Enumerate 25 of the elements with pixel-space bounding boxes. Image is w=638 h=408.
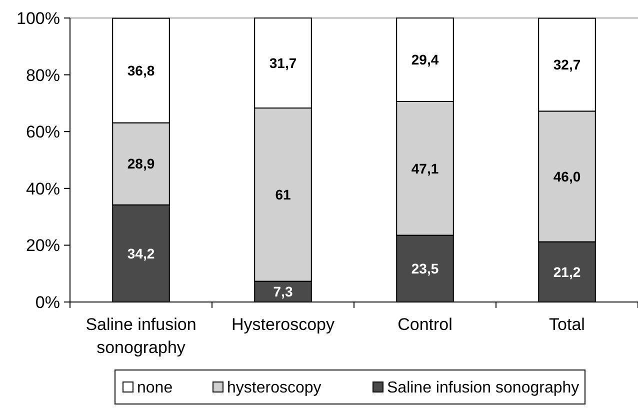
- data-label: 29,4: [411, 52, 439, 68]
- data-label: 46,0: [553, 168, 581, 184]
- y-tick-label: 0%: [35, 292, 60, 312]
- x-tick-label: Saline infusion sonography: [86, 315, 196, 357]
- y-tick-label: 80%: [26, 66, 60, 85]
- y-tick-label: 20%: [26, 236, 60, 256]
- y-tick-label: 60%: [26, 122, 60, 142]
- data-label: 32,7: [553, 56, 581, 73]
- y-tick-label: 100%: [16, 8, 60, 28]
- legend-label: none: [137, 380, 173, 397]
- y-tick-label: 40%: [26, 179, 60, 198]
- data-label: 47,1: [411, 160, 439, 176]
- legend-label: Saline infusion sonography: [387, 380, 580, 397]
- data-label: 31,7: [269, 54, 297, 71]
- data-label: 23,5: [411, 260, 439, 277]
- data-label: 61: [275, 186, 291, 203]
- data-label: 34,2: [127, 245, 155, 262]
- x-tick-label: Total: [549, 315, 585, 334]
- data-label: 21,2: [553, 264, 581, 280]
- x-tick-label: Hysteroscopy: [232, 315, 335, 334]
- data-label: 28,9: [127, 156, 155, 172]
- legend-label: hysteroscopy: [227, 380, 322, 397]
- data-label: 7,3: [273, 284, 293, 300]
- x-tick-label: Control: [398, 315, 452, 334]
- data-label: 36,8: [127, 62, 155, 78]
